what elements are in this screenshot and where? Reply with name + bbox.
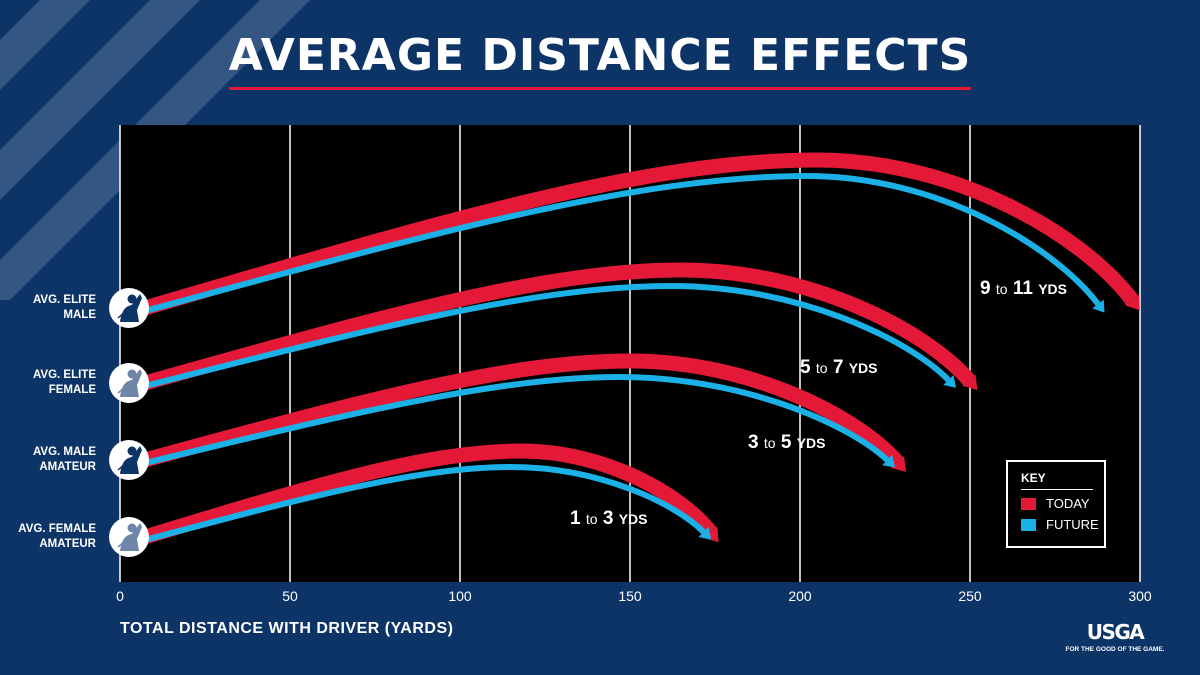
effect-low: 5 bbox=[800, 357, 811, 378]
effect-unit: YDS bbox=[796, 435, 826, 451]
effect-high: 11 bbox=[1012, 278, 1033, 299]
x-tick-label: 250 bbox=[958, 588, 982, 604]
x-tick-label: 150 bbox=[618, 588, 642, 604]
golfer-label-line: AMATEUR bbox=[39, 461, 96, 473]
effect-high: 5 bbox=[780, 432, 792, 453]
x-axis-label: TOTAL DISTANCE WITH DRIVER (YARDS) bbox=[120, 620, 454, 637]
today-arrowhead bbox=[890, 456, 907, 472]
golfer-icon bbox=[109, 288, 149, 328]
distance-effect-label: 5 to 7 YDS bbox=[800, 357, 877, 379]
future-arrowhead bbox=[943, 374, 956, 388]
legend-title: KEY bbox=[1021, 471, 1046, 485]
future-trajectory bbox=[144, 172, 1101, 314]
legend-divider bbox=[1021, 489, 1093, 490]
x-tick-label: 100 bbox=[448, 588, 472, 604]
effect-low: 3 bbox=[748, 432, 759, 453]
golfer-label-line: AVG. FEMALE bbox=[18, 523, 96, 535]
today-trajectory bbox=[143, 353, 904, 468]
effect-to: to bbox=[815, 360, 828, 376]
logo-tagline: FOR THE GOOD OF THE GAME. bbox=[1065, 646, 1165, 653]
future-arrowhead bbox=[1092, 299, 1105, 313]
x-tick-label: 0 bbox=[116, 588, 124, 604]
golfer-label-line: AVG. ELITE bbox=[32, 294, 96, 306]
distance-effect-label: 3 to 5 YDS bbox=[748, 432, 825, 454]
x-tick-label: 200 bbox=[788, 588, 812, 604]
effect-to: to bbox=[763, 435, 776, 451]
effect-low: 9 bbox=[980, 278, 991, 299]
today-trajectory bbox=[142, 152, 1138, 316]
golfer-label: AVG. MALE AMATEUR bbox=[0, 445, 96, 475]
logo-mark: USGA bbox=[1086, 620, 1145, 644]
golfer-label-line: MALE bbox=[63, 309, 96, 321]
x-tick-label: 300 bbox=[1128, 588, 1152, 604]
today-arrowhead bbox=[1124, 294, 1140, 311]
effect-unit: YDS bbox=[618, 511, 648, 527]
future-swatch bbox=[1021, 518, 1036, 531]
x-tick-label: 50 bbox=[282, 588, 298, 604]
legend: KEY TODAY FUTURE bbox=[1006, 460, 1106, 548]
title-underline bbox=[229, 87, 971, 90]
effect-high: 7 bbox=[832, 357, 844, 378]
today-trajectory bbox=[142, 443, 717, 545]
page-title: AVERAGE DISTANCE EFFECTS bbox=[228, 30, 972, 81]
today-arrowhead bbox=[962, 374, 978, 390]
distance-effect-label: 9 to 11 YDS bbox=[980, 278, 1067, 300]
golfer-label: AVG. FEMALE AMATEUR bbox=[0, 522, 96, 552]
legend-item-future: FUTURE bbox=[1021, 517, 1099, 532]
effect-high: 3 bbox=[602, 508, 614, 529]
golfer-label-line: FEMALE bbox=[48, 384, 96, 396]
golfer-icon bbox=[109, 363, 149, 403]
legend-label: TODAY bbox=[1046, 496, 1090, 511]
golfer-label: AVG. ELITE FEMALE bbox=[0, 368, 96, 398]
golfer-label-line: AVG. ELITE bbox=[32, 369, 96, 381]
future-trajectory bbox=[144, 282, 951, 389]
effect-low: 1 bbox=[570, 508, 581, 529]
today-trajectory bbox=[142, 262, 975, 391]
today-swatch bbox=[1021, 497, 1036, 510]
golfer-label: AVG. ELITE MALE bbox=[0, 293, 96, 323]
future-trajectory bbox=[144, 463, 706, 543]
usga-logo: USGA FOR THE GOOD OF THE GAME. bbox=[1062, 620, 1168, 653]
distance-effect-label: 1 to 3 YDS bbox=[570, 508, 647, 530]
golfer-icon bbox=[109, 517, 149, 557]
golfer-label-line: AMATEUR bbox=[39, 538, 96, 550]
golfer-icon bbox=[109, 440, 149, 480]
effect-to: to bbox=[995, 281, 1008, 297]
legend-label: FUTURE bbox=[1046, 517, 1099, 532]
legend-item-today: TODAY bbox=[1021, 496, 1090, 511]
effect-unit: YDS bbox=[1038, 281, 1067, 297]
future-arrowhead bbox=[882, 454, 896, 468]
effect-to: to bbox=[585, 511, 598, 527]
golfer-label-line: AVG. MALE bbox=[32, 446, 96, 458]
future-trajectory bbox=[144, 373, 890, 466]
future-arrowhead bbox=[698, 526, 712, 540]
effect-unit: YDS bbox=[848, 360, 878, 376]
